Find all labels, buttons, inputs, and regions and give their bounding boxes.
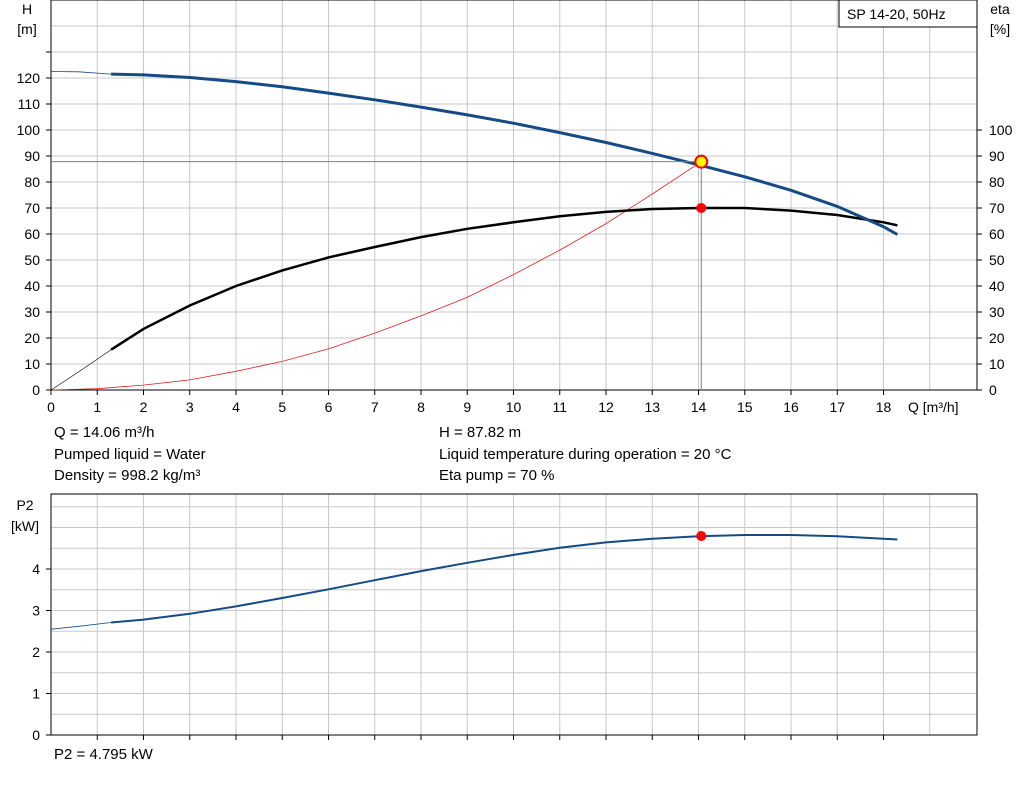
p2-tick-label: 3: [32, 603, 40, 619]
x-tick-label: 18: [876, 399, 892, 415]
p2-duty-point-marker: [696, 531, 707, 542]
head-chart-grid: [51, 0, 977, 390]
x-tick-label: 3: [186, 399, 194, 415]
x-tick-label: 4: [232, 399, 240, 415]
eta-tick-label: 0: [989, 382, 997, 398]
x-tick-label: 16: [783, 399, 799, 415]
eta-axis-label: eta: [990, 1, 1010, 17]
x-tick-label: 0: [47, 399, 55, 415]
eta-tick-label: 60: [989, 226, 1005, 242]
p2-tick-label: 1: [32, 686, 40, 702]
x-tick-label: 15: [737, 399, 753, 415]
x-tick-label: 17: [829, 399, 845, 415]
eta-tick-label: 100: [989, 122, 1013, 138]
info-head: H = 87.82 m: [439, 424, 522, 441]
eta-curve: [110, 206, 898, 351]
x-tick-label: 14: [691, 399, 707, 415]
eta-tick-label: 70: [989, 200, 1005, 216]
head-duty-point-marker: [694, 154, 709, 169]
eta-tick-label: 10: [989, 356, 1005, 372]
legend-label: SP 14-20, 50Hz: [847, 6, 946, 22]
eta-axis-unit: [%]: [990, 21, 1010, 37]
power-chart-curves: [50, 531, 898, 630]
x-tick-label: 1: [93, 399, 101, 415]
h-tick-label: 110: [18, 96, 41, 112]
eta-duty-point-marker: [696, 203, 707, 213]
x-tick-label: 5: [278, 399, 286, 415]
legend-box: SP 14-20, 50Hz: [838, 0, 978, 28]
h-axis-unit: [m]: [17, 21, 36, 37]
info-temperature: Liquid temperature during operation = 20…: [439, 446, 732, 463]
head-curve-extrapolated: [50, 71, 112, 75]
power-chart-grid: [51, 494, 977, 735]
h-tick-label: 0: [32, 382, 40, 398]
info-eta: Eta pump = 70 %: [439, 467, 555, 484]
eta-tick-label: 90: [989, 148, 1005, 164]
h-axis-label: H: [22, 1, 32, 17]
head-chart-curves: [50, 71, 899, 391]
x-tick-label: 8: [417, 399, 425, 415]
x-tick-label: 10: [506, 399, 522, 415]
x-tick-label: 11: [552, 399, 567, 415]
info-flow: Q = 14.06 m³/h: [54, 424, 155, 441]
eta-tick-label: 50: [989, 252, 1005, 268]
head-chart-ticks: 0 1 2 3 4 5 6 7 8 9 10 11 12 13 14 15 16 17 18010203040506…: [17, 51, 1013, 415]
head-curve: [111, 72, 899, 236]
info-liquid: Pumped liquid = Water: [54, 446, 206, 463]
system-curve: [50, 161, 702, 391]
p2-axis-unit: [kW]: [11, 518, 39, 534]
power-chart-ticks: 0 1 2 3 4: [32, 561, 884, 743]
q-axis-label: Q [m³/h]: [908, 399, 959, 415]
info-density: Density = 998.2 kg/m³: [54, 467, 201, 484]
x-tick-label: 2: [140, 399, 148, 415]
h-tick-label: 10: [24, 356, 40, 372]
h-tick-label: 80: [24, 174, 40, 190]
h-tick-label: 100: [17, 122, 41, 138]
eta-tick-label: 40: [989, 278, 1005, 294]
x-tick-label: 6: [325, 399, 333, 415]
x-tick-label: 12: [598, 399, 614, 415]
h-tick-label: 50: [24, 252, 40, 268]
p2-curve: [111, 534, 898, 624]
h-tick-label: 120: [17, 70, 41, 86]
p2-curve-extrapolated: [50, 622, 112, 630]
h-tick-label: 60: [24, 226, 40, 242]
eta-tick-label: 30: [989, 304, 1005, 320]
x-tick-label: 9: [463, 399, 471, 415]
x-tick-label: 13: [644, 399, 660, 415]
h-tick-label: 30: [24, 304, 40, 320]
h-tick-label: 20: [24, 330, 40, 346]
p2-tick-label: 0: [32, 727, 40, 743]
eta-curve-extrapolated: [50, 349, 112, 391]
h-tick-label: 40: [24, 278, 40, 294]
x-tick-label: 7: [371, 399, 379, 415]
p2-tick-label: 2: [32, 644, 40, 660]
h-tick-label: 90: [24, 148, 40, 164]
info-power: P2 = 4.795 kW: [54, 746, 153, 763]
p2-tick-label: 4: [32, 561, 40, 577]
h-tick-label: 70: [24, 200, 40, 216]
p2-axis-label: P2: [16, 497, 33, 513]
eta-tick-label: 20: [989, 330, 1005, 346]
eta-tick-label: 80: [989, 174, 1005, 190]
